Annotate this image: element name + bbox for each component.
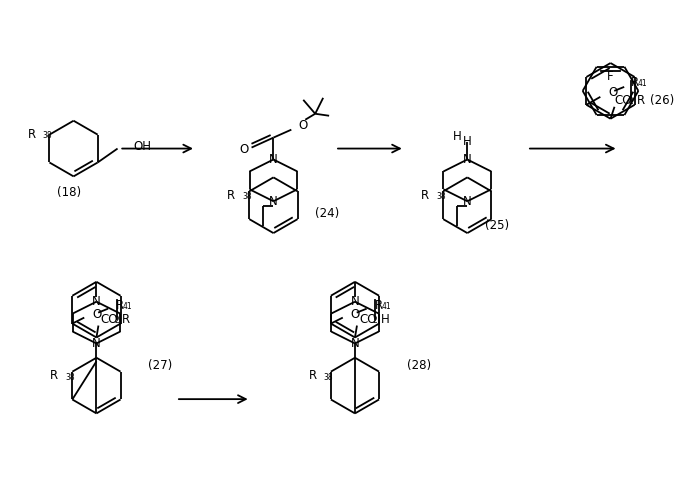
Text: 41: 41 [382,302,391,311]
Text: OH: OH [134,140,151,153]
Text: R: R [50,369,58,382]
Text: N: N [269,195,278,208]
Text: R: R [228,189,235,202]
Text: R: R [631,76,639,89]
Text: N: N [463,153,472,166]
Text: 41: 41 [123,302,133,311]
Text: 38: 38 [65,373,75,382]
Text: R: R [374,299,383,312]
Text: H: H [453,130,461,143]
Text: 2: 2 [114,316,119,324]
Text: N: N [463,195,472,208]
Text: 38: 38 [43,131,52,140]
Text: R: R [636,94,645,107]
Text: N: N [269,153,278,166]
Text: O: O [298,119,307,132]
Text: (24): (24) [315,207,340,220]
Text: (25): (25) [485,218,510,232]
Text: O: O [92,308,102,321]
Text: O: O [351,308,360,321]
Text: R: R [421,189,429,202]
Text: N: N [92,337,101,350]
Text: 38: 38 [436,192,446,201]
Text: (28): (28) [407,359,430,372]
Text: 38: 38 [242,192,252,201]
Text: N: N [351,295,359,308]
Text: 2: 2 [629,97,634,106]
Text: (18): (18) [57,186,80,199]
Text: (27): (27) [148,359,172,372]
Text: 38: 38 [324,373,333,382]
Text: H: H [463,135,472,148]
Text: N: N [351,337,359,350]
Text: CO: CO [359,313,377,326]
Text: N: N [92,295,101,308]
Text: CO: CO [615,94,632,107]
Text: R: R [116,299,124,312]
Text: O: O [239,143,248,156]
Text: CO: CO [100,313,118,326]
Text: H: H [381,313,390,326]
Text: (26): (26) [650,94,675,107]
Text: F: F [607,70,614,83]
Text: O: O [608,86,617,100]
Text: 41: 41 [638,79,648,88]
Text: R: R [27,128,36,141]
Text: R: R [309,369,317,382]
Text: 2: 2 [373,316,377,324]
Text: R: R [122,313,130,326]
